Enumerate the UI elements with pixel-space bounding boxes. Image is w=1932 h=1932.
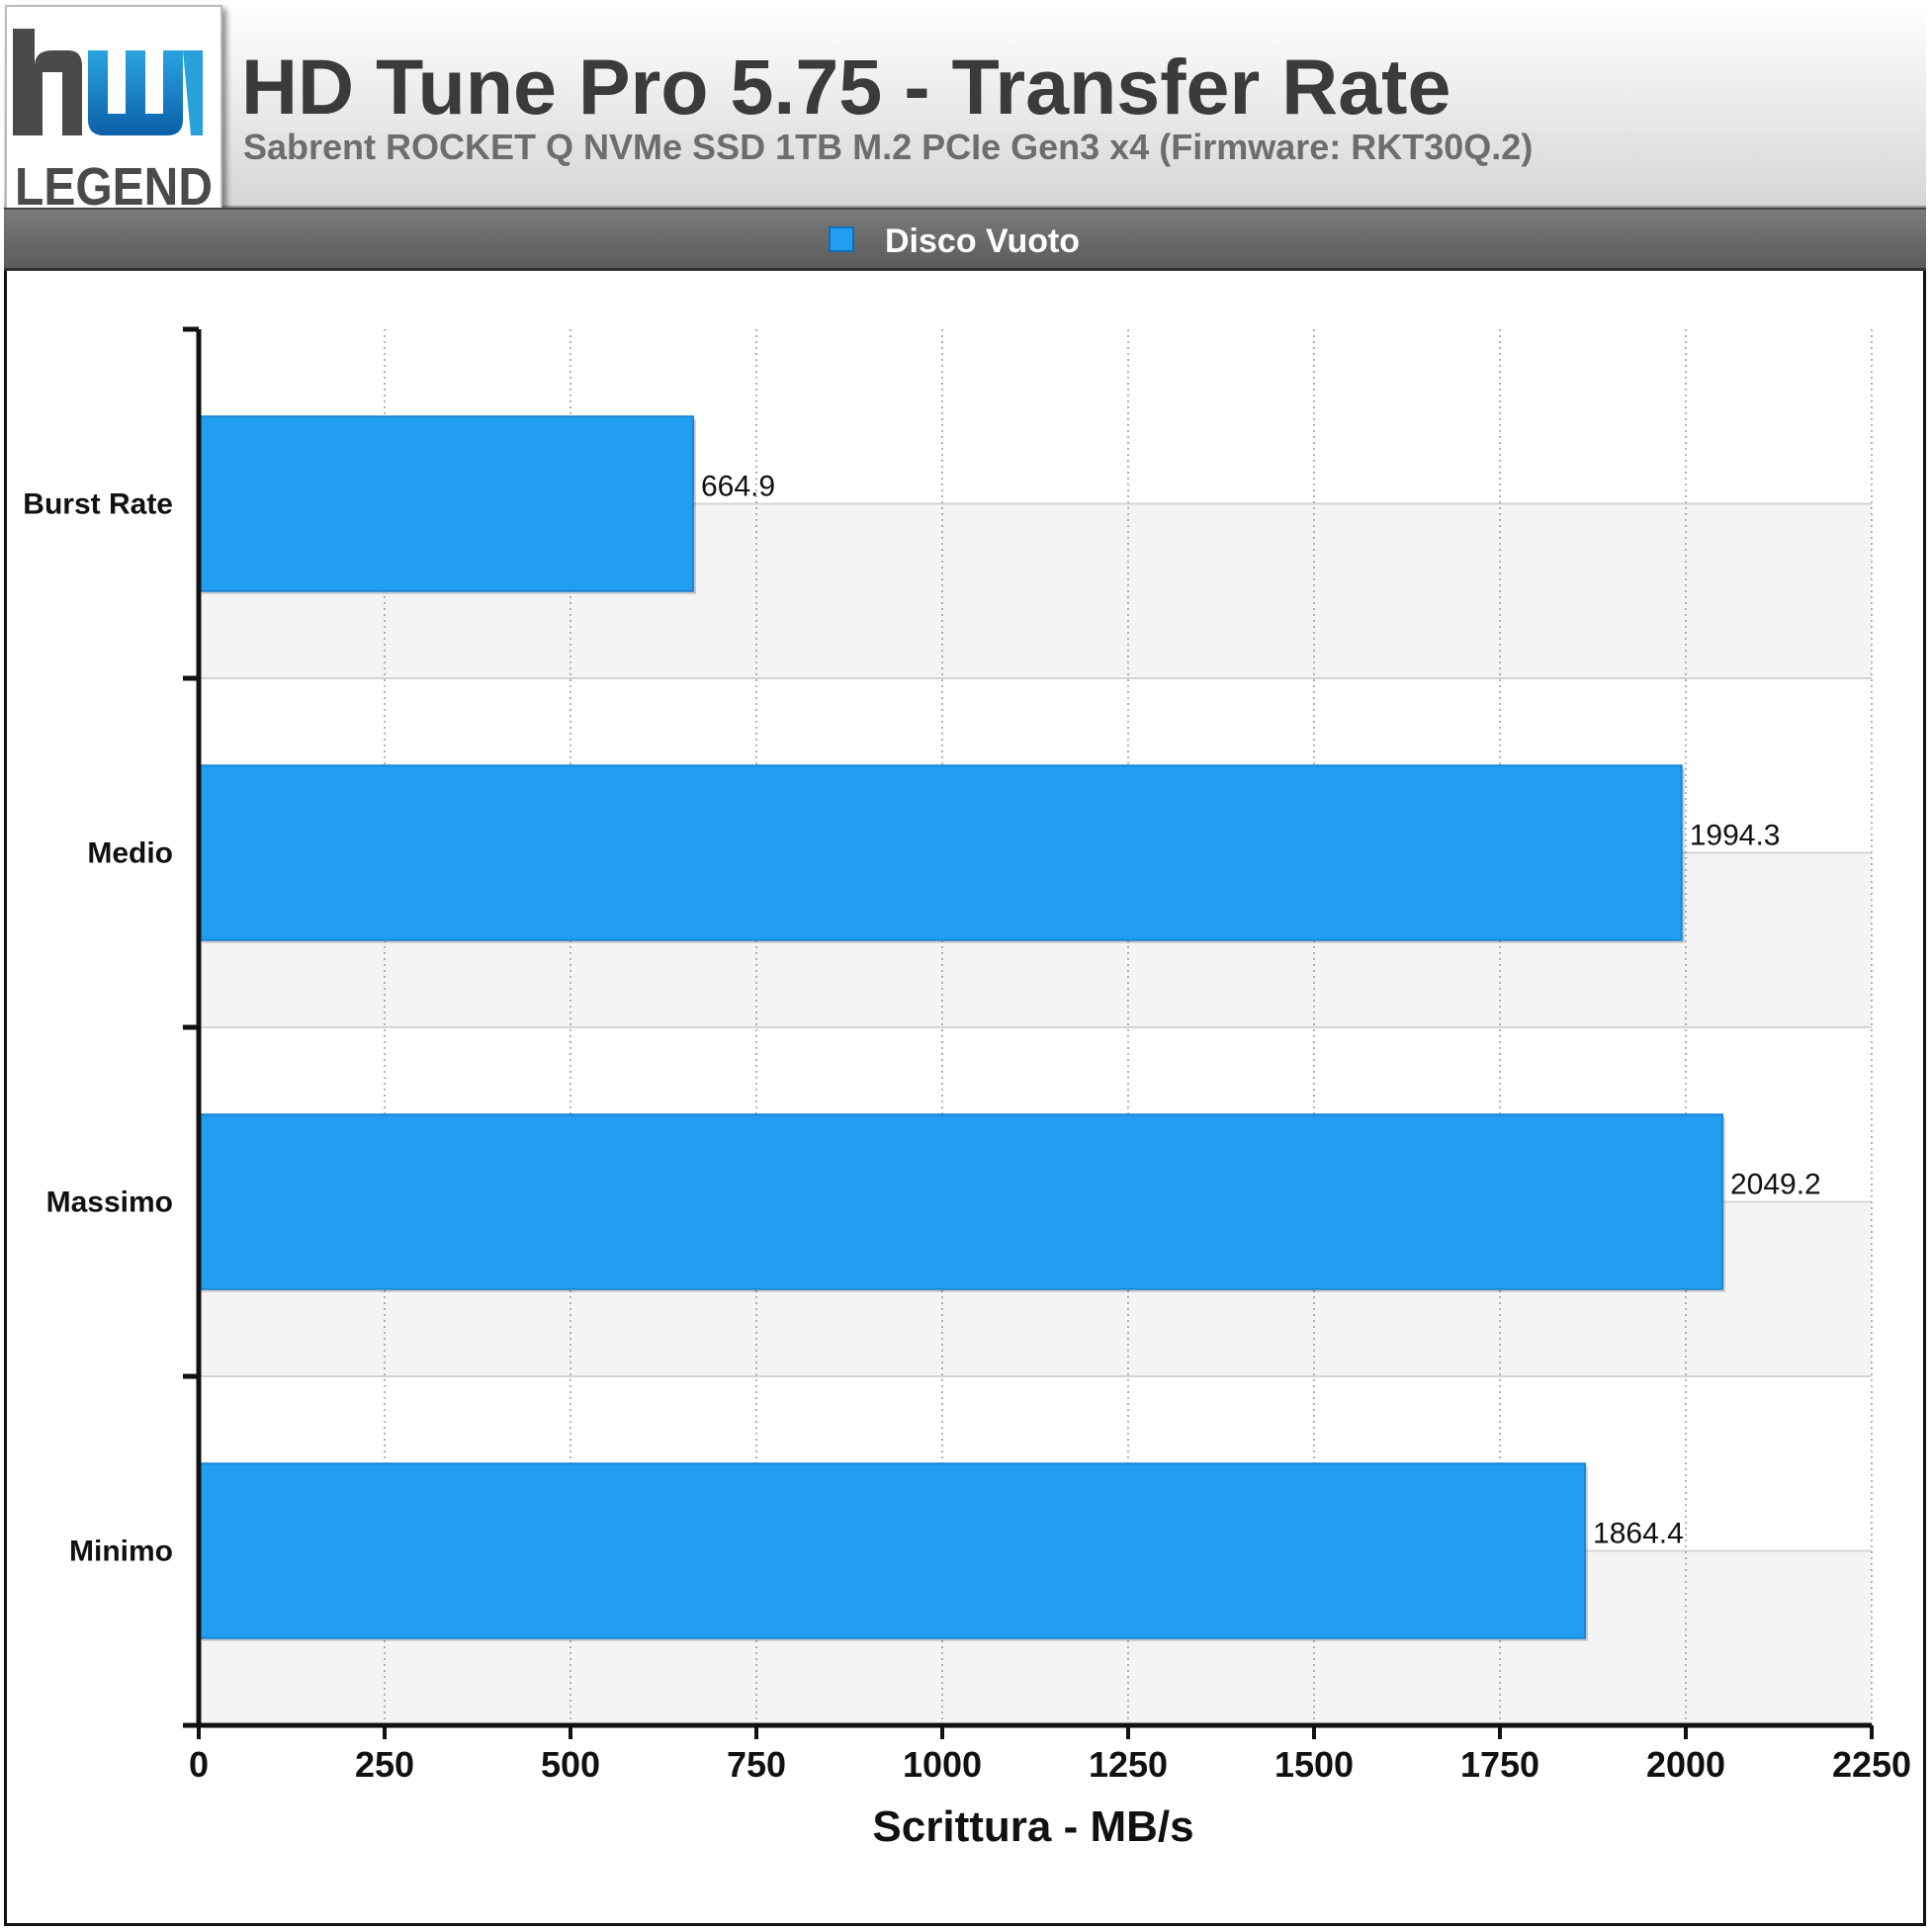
- x-axis-title: Scrittura - MB/s: [872, 1802, 1193, 1851]
- category-label: Minimo: [69, 1536, 173, 1568]
- x-tick-label: 1000: [903, 1744, 982, 1785]
- x-tick-label: 1250: [1089, 1744, 1168, 1785]
- x-tick-label: 0: [189, 1744, 209, 1785]
- x-tick-label: 1500: [1274, 1744, 1354, 1785]
- x-tick-label: 1750: [1460, 1744, 1539, 1785]
- bars: [198, 415, 1725, 1641]
- legend: Disco Vuoto: [4, 208, 1926, 271]
- x-tick-label: 750: [727, 1744, 786, 1785]
- category-label: Burst Rate: [23, 488, 173, 521]
- axes: [183, 326, 1874, 1739]
- x-tick-label: 2000: [1646, 1744, 1725, 1785]
- value-label: 664.9: [701, 471, 775, 503]
- category-label: Medio: [87, 837, 173, 870]
- value-label: 1994.3: [1690, 820, 1781, 852]
- logo-text: LEGEND: [15, 157, 213, 217]
- category-labels: Burst Rate Medio Massimo Minimo: [23, 488, 173, 1568]
- bar: [198, 1113, 1723, 1290]
- value-label: 2049.2: [1730, 1169, 1821, 1201]
- legend-swatch: [829, 226, 854, 252]
- legend-label: Disco Vuoto: [885, 222, 1081, 260]
- x-tick-label: 250: [355, 1744, 414, 1785]
- value-labels: 664.9 1994.3 2049.2 1864.4: [701, 471, 1821, 1550]
- chart-title: HD Tune Pro 5.75 - Transfer Rate: [241, 43, 1451, 131]
- chart-header: HD Tune Pro 5.75 - Transfer Rate Sabrent…: [4, 4, 1926, 208]
- bar: [198, 415, 695, 592]
- logo-graphic: LEGEND: [13, 29, 213, 217]
- bar: [198, 764, 1683, 941]
- x-tick-label: 2250: [1832, 1744, 1911, 1785]
- category-label: Massimo: [46, 1186, 173, 1219]
- x-tick-labels: 0 250 500 750 1000 1250 1500 1750 2000 2250: [189, 1744, 1911, 1785]
- bar: [198, 1462, 1587, 1639]
- value-label: 1864.4: [1593, 1518, 1684, 1550]
- chart-subtitle: Sabrent ROCKET Q NVMe SSD 1TB M.2 PCIe G…: [243, 127, 1534, 167]
- x-tick-label: 500: [541, 1744, 600, 1785]
